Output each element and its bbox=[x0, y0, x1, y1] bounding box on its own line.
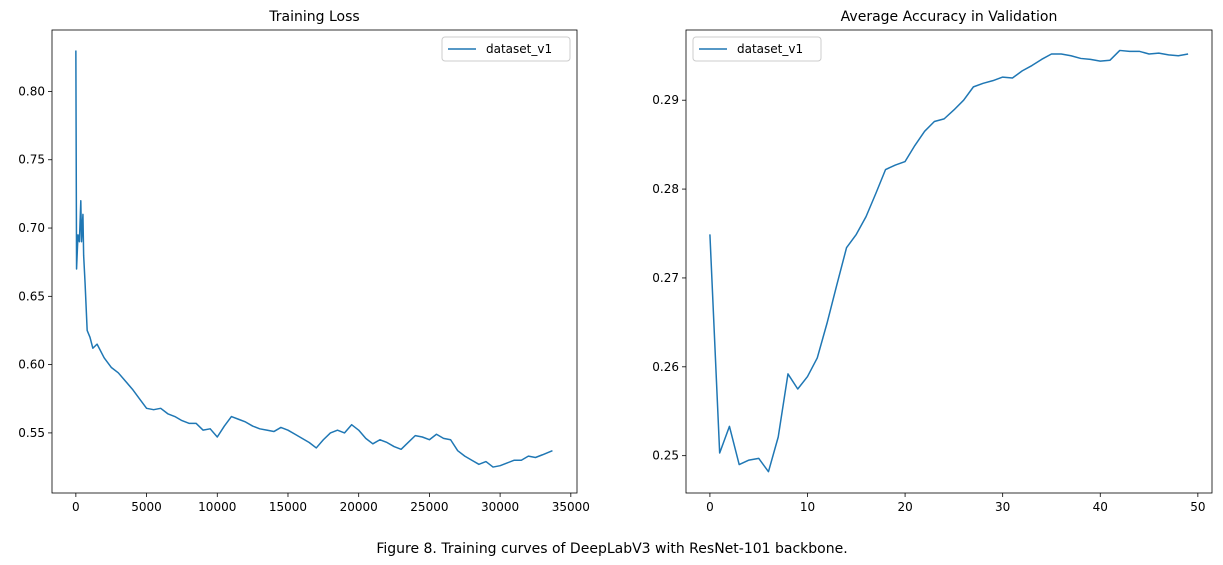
x-tick-label: 20000 bbox=[340, 500, 378, 514]
x-tick-label: 35000 bbox=[552, 500, 590, 514]
x-tick-label: 10 bbox=[800, 500, 815, 514]
y-tick-label: 0.26 bbox=[652, 360, 679, 374]
x-tick-label: 40 bbox=[1093, 500, 1108, 514]
x-tick-label: 25000 bbox=[410, 500, 448, 514]
legend-label: dataset_v1 bbox=[486, 42, 552, 56]
y-tick-label: 0.70 bbox=[18, 221, 45, 235]
y-tick-label: 0.29 bbox=[652, 93, 679, 107]
y-tick-label: 0.75 bbox=[18, 153, 45, 167]
x-tick-label: 0 bbox=[72, 500, 80, 514]
x-tick-label: 30000 bbox=[481, 500, 519, 514]
plot-frame bbox=[685, 29, 1213, 494]
x-tick-label: 15000 bbox=[269, 500, 307, 514]
legend-label: dataset_v1 bbox=[737, 42, 803, 56]
y-tick-label: 0.65 bbox=[18, 289, 45, 303]
data-line bbox=[75, 50, 553, 468]
y-tick-label: 0.25 bbox=[652, 449, 679, 463]
chart-title: Training Loss bbox=[268, 9, 359, 25]
data-line bbox=[709, 49, 1189, 473]
x-tick-label: 50 bbox=[1190, 500, 1205, 514]
y-tick-label: 0.60 bbox=[18, 358, 45, 372]
y-tick-label: 0.27 bbox=[652, 271, 679, 285]
legend-box bbox=[441, 36, 571, 62]
x-tick-label: 20 bbox=[897, 500, 912, 514]
y-tick-label: 0.80 bbox=[18, 84, 45, 98]
y-tick-label: 0.28 bbox=[652, 182, 679, 196]
y-tick-label: 0.55 bbox=[18, 426, 45, 440]
x-tick-label: 0 bbox=[706, 500, 714, 514]
plot-frame bbox=[51, 29, 578, 494]
chart-title: Average Accuracy in Validation bbox=[841, 9, 1058, 25]
x-tick-label: 5000 bbox=[131, 500, 162, 514]
caption: Figure 8. Training curves of DeepLabV3 w… bbox=[376, 541, 847, 557]
x-tick-label: 10000 bbox=[198, 500, 236, 514]
x-tick-label: 30 bbox=[995, 500, 1010, 514]
legend-box bbox=[692, 36, 822, 62]
